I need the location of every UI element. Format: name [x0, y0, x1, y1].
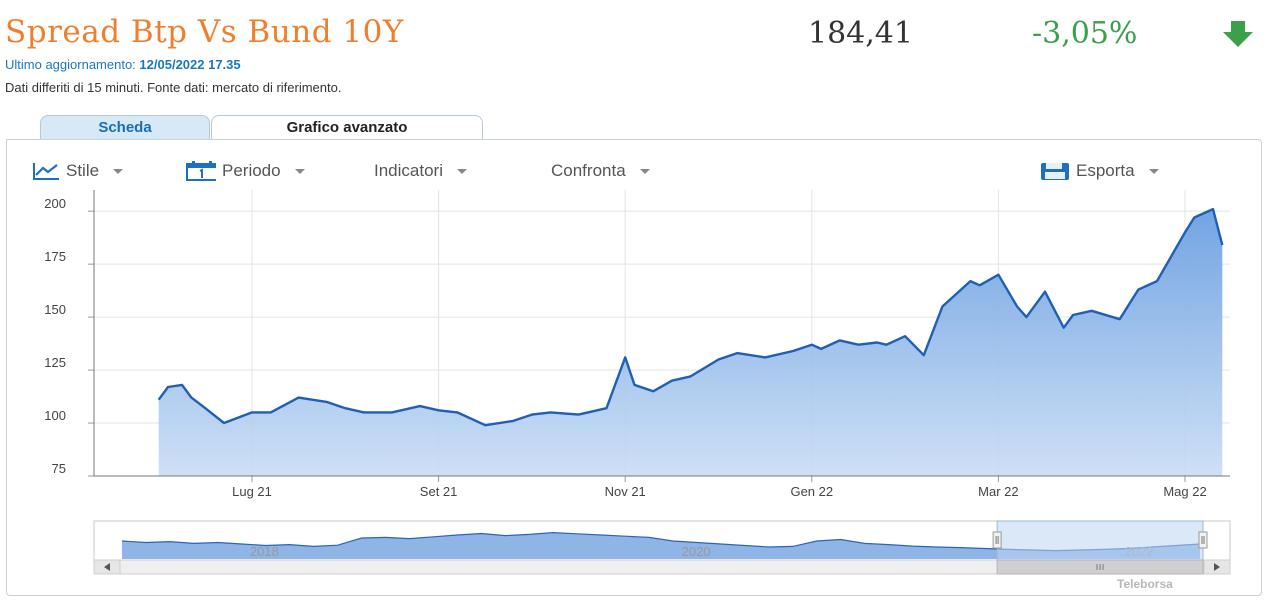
x-tick-label: Mar 22: [978, 484, 1018, 499]
y-tick-label: 150: [44, 302, 66, 317]
series-line: [157, 207, 1224, 427]
y-tick-label: 75: [52, 461, 66, 476]
export-menu-label: Esporta: [1076, 161, 1135, 180]
arrow-down-icon: [1223, 21, 1253, 47]
x-tick-label: Set 21: [420, 484, 458, 499]
style-menu-label: Stile: [66, 161, 100, 180]
navigator-handle[interactable]: [1198, 531, 1208, 549]
line-chart-icon: [33, 163, 59, 180]
last-update-value: 12/05/2022 17.35: [139, 57, 241, 72]
navigator-year-label: 2018: [250, 544, 279, 559]
series-area: [158, 209, 1223, 476]
navigator-area: [122, 532, 1200, 559]
calendar-icon: [186, 161, 216, 181]
chevron-down-icon: [113, 168, 124, 174]
y-tick-label: 200: [44, 196, 66, 211]
compare-menu[interactable]: Confronta: [551, 161, 650, 181]
compare-menu-label: Confronta: [551, 161, 626, 180]
last-update-label: Ultimo aggiornamento:: [5, 57, 136, 72]
last-price: 184,41: [808, 16, 913, 51]
export-menu[interactable]: Esporta: [1038, 161, 1159, 181]
chevron-down-icon: [294, 168, 305, 174]
save-icon: [1041, 163, 1069, 180]
x-tick-label: Nov 21: [605, 484, 646, 499]
delay-note: Dati differiti di 15 minuti. Fonte dati:…: [5, 80, 342, 95]
indicators-menu-label: Indicatori: [374, 161, 443, 180]
y-tick-label: 175: [44, 249, 66, 264]
page-title: Spread Btp Vs Bund 10Y: [5, 14, 404, 50]
navigator-handle[interactable]: [992, 531, 1002, 549]
chevron-down-icon: [1148, 168, 1159, 174]
period-menu[interactable]: Periodo: [182, 161, 305, 181]
x-tick-label: Gen 22: [790, 484, 833, 499]
price-change: -3,05%: [1032, 16, 1138, 51]
x-tick-label: Lug 21: [232, 484, 272, 499]
navigator-year-label: 2020: [682, 544, 711, 559]
scroll-right-icon: [1214, 563, 1220, 571]
navigator-window[interactable]: [996, 520, 1204, 561]
period-menu-label: Periodo: [222, 161, 281, 180]
scroll-left-icon: [104, 563, 110, 571]
indicators-menu[interactable]: Indicatori: [374, 161, 467, 181]
chevron-down-icon: [456, 168, 467, 174]
y-tick-label: 100: [44, 408, 66, 423]
watermark: Teleborsa: [1117, 577, 1173, 591]
last-update: Ultimo aggiornamento: 12/05/2022 17.35: [5, 57, 241, 72]
y-tick-label: 125: [44, 355, 66, 370]
style-menu[interactable]: Stile: [32, 161, 124, 181]
chevron-down-icon: [639, 168, 650, 174]
tab-grafico-avanzato[interactable]: Grafico avanzato: [211, 115, 483, 141]
x-tick-label: Mag 22: [1163, 484, 1206, 499]
tab-scheda[interactable]: Scheda: [40, 115, 210, 140]
